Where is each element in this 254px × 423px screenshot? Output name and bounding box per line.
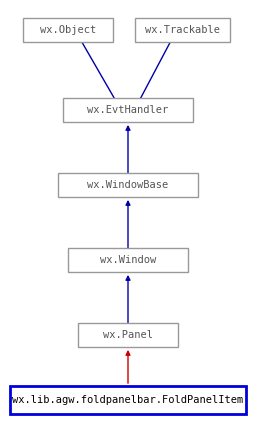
FancyBboxPatch shape — [58, 173, 197, 197]
Text: wx.Window: wx.Window — [100, 255, 155, 265]
FancyBboxPatch shape — [10, 386, 245, 414]
Text: wx.Object: wx.Object — [40, 25, 96, 35]
Text: wx.Panel: wx.Panel — [103, 330, 152, 340]
Text: wx.lib.agw.foldpanelbar.FoldPanelItem: wx.lib.agw.foldpanelbar.FoldPanelItem — [12, 395, 243, 405]
FancyBboxPatch shape — [23, 18, 113, 42]
FancyBboxPatch shape — [63, 98, 192, 122]
FancyBboxPatch shape — [135, 18, 230, 42]
Text: wx.Trackable: wx.Trackable — [145, 25, 220, 35]
Text: wx.WindowBase: wx.WindowBase — [87, 180, 168, 190]
FancyBboxPatch shape — [68, 248, 187, 272]
Text: wx.EvtHandler: wx.EvtHandler — [87, 105, 168, 115]
FancyBboxPatch shape — [78, 323, 177, 347]
